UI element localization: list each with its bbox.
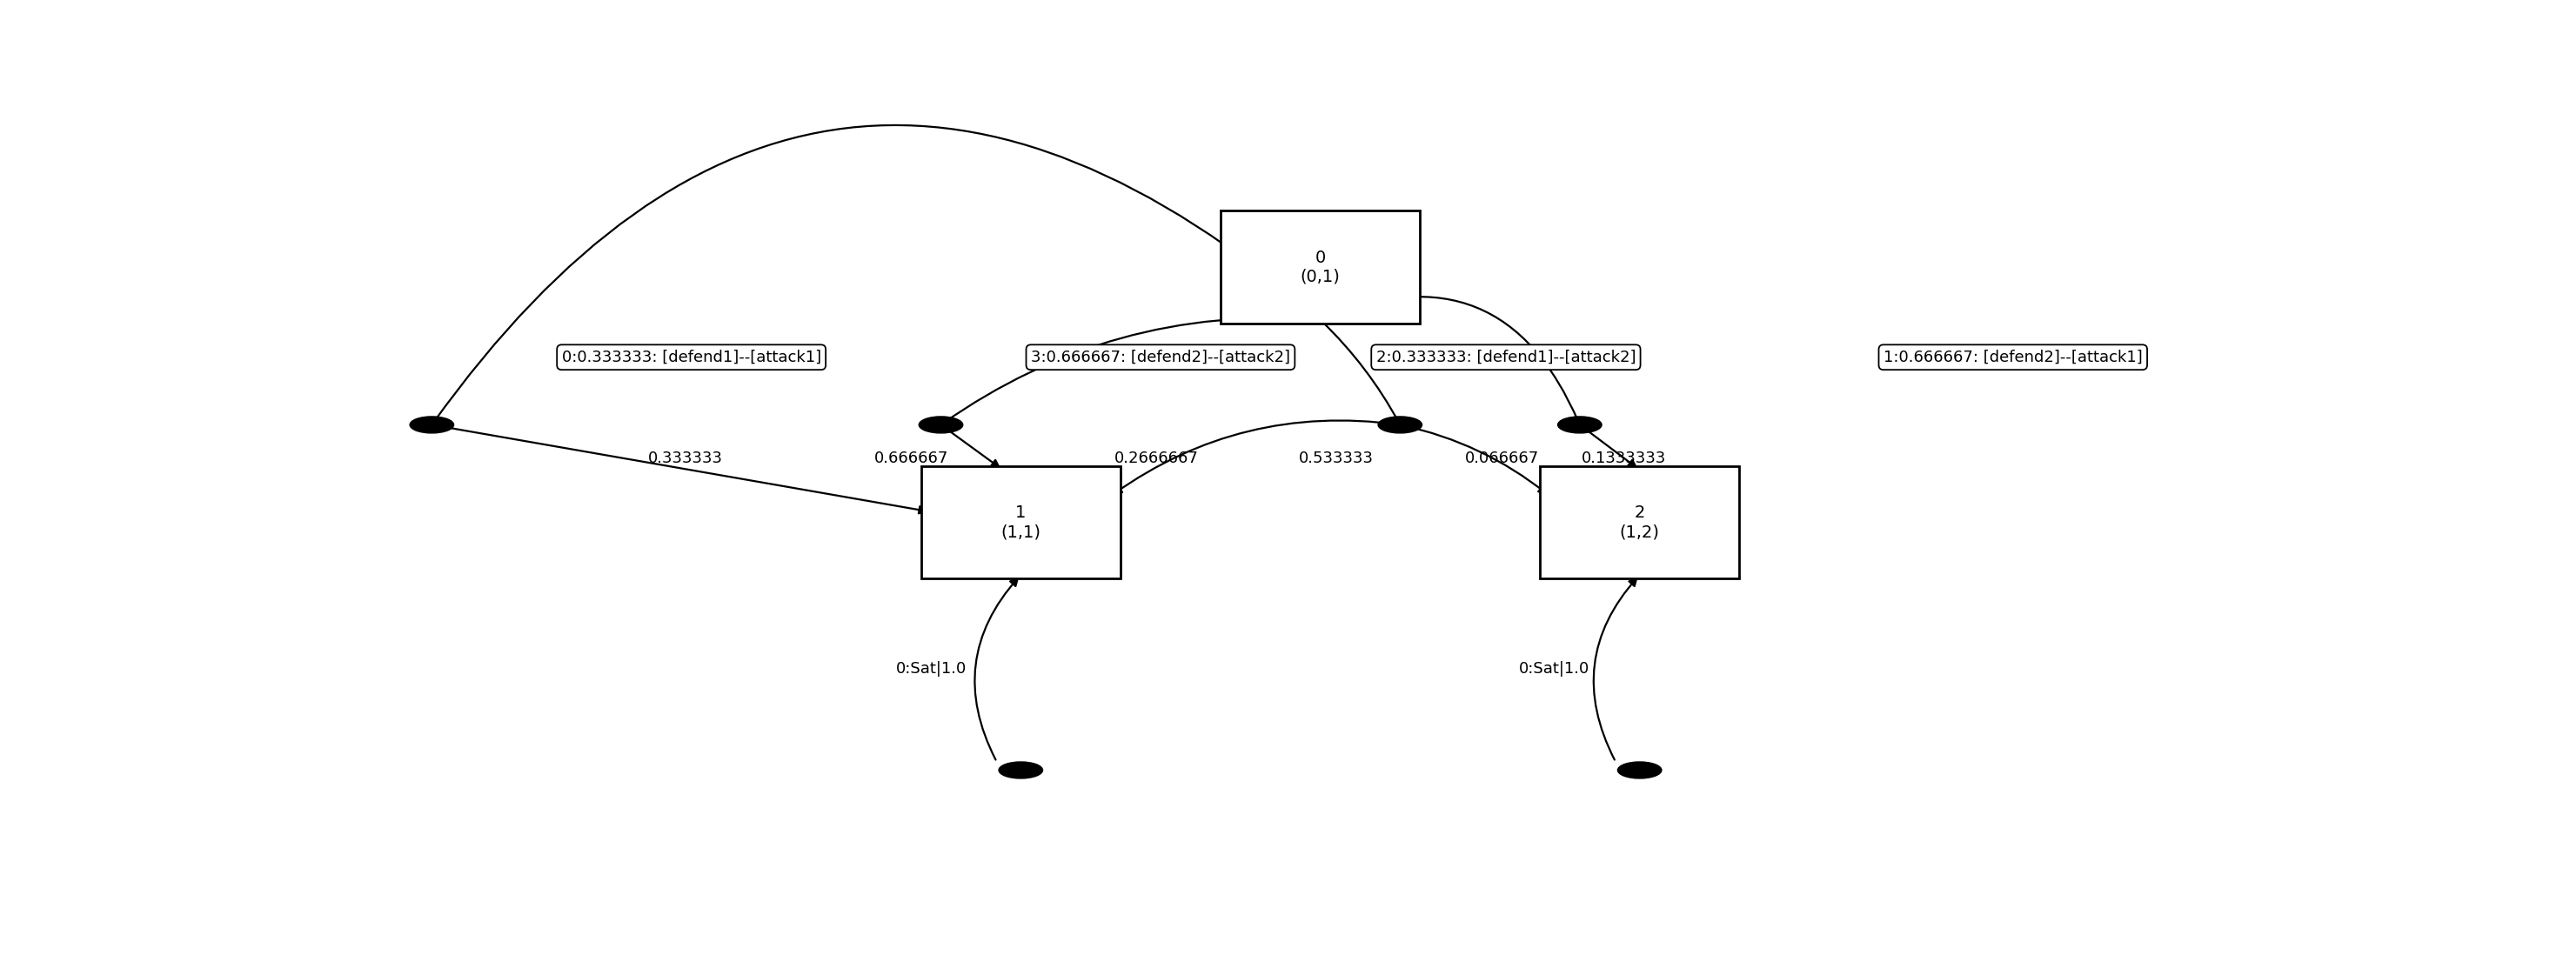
Text: 2:0.333333: [defend1]--[attack2]: 2:0.333333: [defend1]--[attack2]	[1376, 349, 1636, 365]
Text: 0.066667: 0.066667	[1466, 450, 1538, 466]
Text: 0.666667: 0.666667	[873, 450, 948, 466]
Text: 1
(1,1): 1 (1,1)	[999, 505, 1041, 540]
Circle shape	[1618, 761, 1662, 778]
Text: 0.2666667: 0.2666667	[1115, 450, 1198, 466]
FancyBboxPatch shape	[922, 466, 1121, 579]
Text: 1:0.666667: [defend2]--[attack1]: 1:0.666667: [defend2]--[attack1]	[1883, 349, 2143, 365]
Text: 3:0.666667: [defend2]--[attack2]: 3:0.666667: [defend2]--[attack2]	[1030, 349, 1291, 365]
FancyBboxPatch shape	[1221, 211, 1419, 324]
Circle shape	[920, 416, 963, 433]
FancyBboxPatch shape	[1540, 466, 1739, 579]
Text: 0
(0,1): 0 (0,1)	[1301, 250, 1340, 285]
Text: 0.533333: 0.533333	[1298, 450, 1373, 466]
Text: 0:0.333333: [defend1]--[attack1]: 0:0.333333: [defend1]--[attack1]	[562, 349, 822, 365]
Text: 0.333333: 0.333333	[649, 450, 724, 466]
Text: 0:Sat|1.0: 0:Sat|1.0	[1517, 661, 1589, 677]
Text: 0.1333333: 0.1333333	[1582, 450, 1667, 466]
Circle shape	[1558, 416, 1602, 433]
Circle shape	[999, 761, 1043, 778]
Circle shape	[410, 416, 453, 433]
Text: 0:Sat|1.0: 0:Sat|1.0	[896, 661, 966, 677]
Circle shape	[1378, 416, 1422, 433]
Text: 2
(1,2): 2 (1,2)	[1620, 505, 1659, 540]
